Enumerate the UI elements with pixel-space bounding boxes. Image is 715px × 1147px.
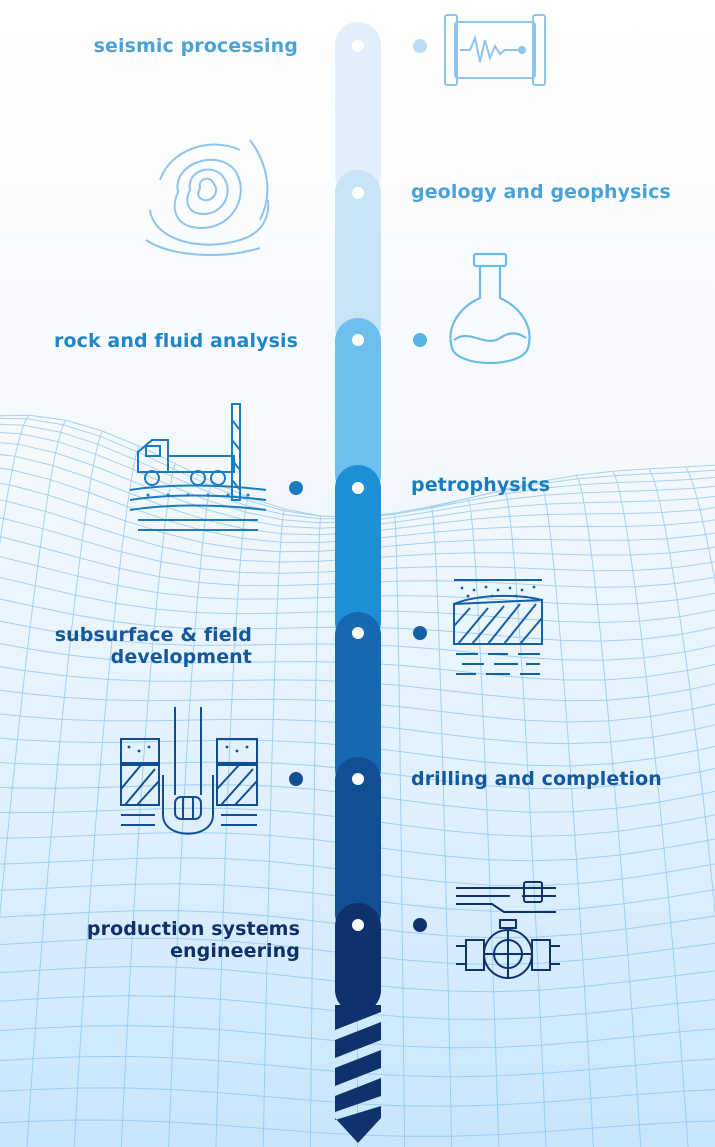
mesh-line [215, 496, 249, 1147]
label-subsurface-field-development: subsurface & field development [54, 624, 252, 668]
mesh-line [26, 430, 103, 1147]
mesh-line [648, 468, 715, 918]
label-geology-geophysics: geology and geophysics [411, 181, 671, 203]
mesh-line [73, 445, 140, 1147]
mesh-line [0, 420, 67, 919]
label-production-systems-engineering: production systems engineering [86, 918, 300, 962]
label-rock-fluid-analysis: rock and fluid analysis [53, 330, 298, 352]
mesh-line [685, 466, 715, 584]
mesh-line [539, 481, 594, 1147]
drill-segment-5 [335, 612, 381, 792]
flask-icon [449, 252, 531, 364]
pipeline-valve-icon [456, 881, 560, 979]
drill-dots [352, 40, 364, 931]
label-petrophysics: petrophysics [411, 474, 551, 496]
mesh-line [393, 512, 406, 1147]
contour-map-icon [145, 139, 270, 256]
mesh-line [612, 471, 689, 1147]
mesh-line [262, 508, 286, 1147]
label-seismic-processing: seismic processing [93, 35, 298, 57]
mesh-line [0, 414, 30, 545]
mesh-line [466, 497, 500, 1147]
connector-dots [289, 39, 427, 932]
drill-segment-7 [335, 903, 381, 1013]
mesh-line [120, 463, 176, 1147]
drill-screw-tip [335, 1005, 381, 1143]
drill-segments [335, 22, 381, 1013]
mesh-line [309, 515, 322, 1147]
label-drilling-completion: drilling and completion [411, 768, 662, 790]
seismograph-icon [444, 14, 546, 86]
drill-segment-6 [335, 757, 381, 937]
subsurface-layers-icon [453, 579, 543, 675]
mesh-line [503, 489, 547, 1147]
drilling-truck-icon [129, 403, 267, 531]
drill-segment-4 [335, 465, 381, 645]
drill-bit-icon [120, 707, 258, 835]
mesh-line [168, 481, 213, 1147]
drill-segment-3 [335, 318, 381, 498]
drill-segment-2 [335, 170, 381, 350]
mesh-line [575, 475, 642, 1147]
mesh-line [429, 505, 453, 1147]
drill-segment-1 [335, 22, 381, 198]
